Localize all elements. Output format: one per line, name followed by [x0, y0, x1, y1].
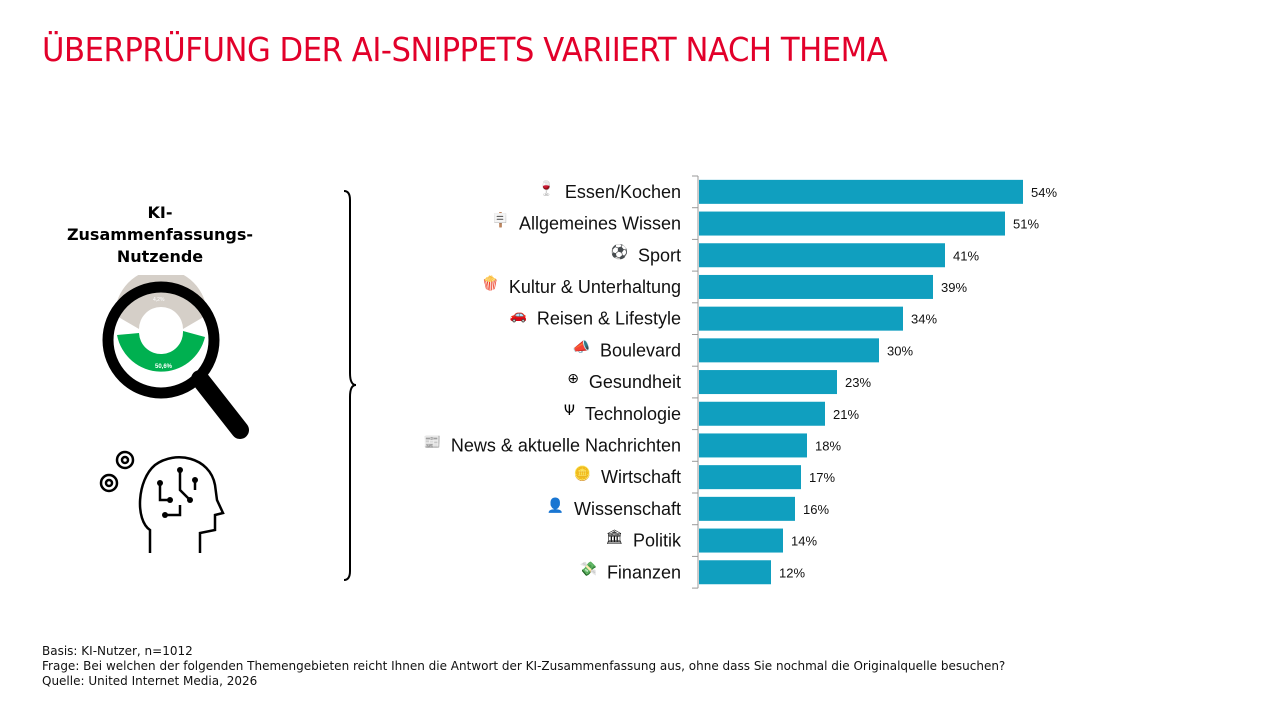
bar — [699, 306, 903, 331]
footer: Basis: KI-Nutzer, n=1012 Frage: Bei welc… — [42, 644, 1005, 689]
category-label: Wissenschaft — [574, 499, 681, 519]
bar — [699, 401, 825, 426]
data-label: 14% — [791, 534, 817, 549]
ai-head-gears-icon — [99, 450, 225, 553]
bar — [699, 465, 801, 490]
category-label: Wirtschaft — [601, 467, 681, 487]
category-label: Sport — [638, 245, 681, 265]
bar — [699, 370, 837, 395]
data-label: 12% — [779, 565, 805, 580]
money-icon: 💸 — [580, 560, 597, 577]
bar — [699, 496, 795, 521]
bar — [699, 338, 879, 363]
category-label: Essen/Kochen — [565, 182, 681, 202]
category-label: Finanzen — [607, 562, 681, 582]
newspaper-icon: 📰 — [423, 434, 440, 450]
data-label: 34% — [911, 312, 937, 327]
brace-icon — [343, 190, 357, 581]
head-icon: 👤 — [547, 497, 564, 514]
data-label: 21% — [833, 407, 859, 422]
bar — [699, 433, 807, 458]
category-label: Politik — [633, 531, 682, 551]
coins-icon: 🪙 — [574, 465, 591, 482]
donut-green-segment — [117, 331, 205, 372]
ki-users-label: KI- Zusammenfassungs- Nutzende — [66, 203, 254, 266]
category-label: News & aktuelle Nachrichten — [451, 435, 681, 455]
category-label: Technologie — [585, 404, 681, 424]
footer-question: Frage: Bei welchen der folgenden Themeng… — [42, 659, 1006, 673]
data-label: 30% — [887, 343, 913, 358]
magnifier-handle-icon — [191, 370, 249, 439]
donut-label-main: 50,6% — [155, 364, 173, 370]
footer-basis: Basis: KI-Nutzer, n=1012 — [42, 644, 193, 658]
data-label: 17% — [809, 470, 835, 485]
page-title: ÜBERPRÜFUNG DER AI-SNIPPETS VARIIERT NAC… — [42, 30, 888, 69]
megaphone-icon: 📣 — [573, 338, 591, 355]
car-icon: 🚗 — [509, 308, 526, 324]
donut-label-small: 4,2% — [153, 297, 165, 303]
data-label: 16% — [803, 502, 829, 517]
footer-source: Quelle: United Internet Media, 2026 — [42, 674, 258, 688]
bar — [699, 243, 945, 268]
category-label: Reisen & Lifestyle — [537, 309, 681, 329]
category-label: Gesundheit — [589, 372, 681, 392]
food-icon: 🍷 — [537, 180, 554, 197]
soccer-ball-icon: ⚽ — [610, 243, 628, 260]
category-label: Boulevard — [600, 340, 681, 360]
government-building-icon: 🏛 — [605, 529, 623, 546]
data-label: 23% — [845, 375, 871, 390]
medical-cross-icon: ⊕ — [567, 371, 579, 387]
usb-icon: Ψ — [564, 403, 575, 419]
data-label: 18% — [815, 438, 841, 453]
bar — [699, 560, 771, 585]
data-label: 54% — [1031, 185, 1057, 200]
category-label: Allgemeines Wissen — [519, 214, 681, 234]
category-label: Kultur & Unterhaltung — [509, 277, 681, 297]
magnifier-donut-illustration: 50,6% 4,2% — [102, 275, 249, 439]
popcorn-icon: 🍿 — [481, 275, 498, 292]
knowledge-icon: 🪧 — [492, 212, 509, 229]
bar — [699, 211, 1005, 236]
data-label: 39% — [941, 280, 967, 295]
bar — [699, 179, 1023, 204]
bar — [699, 274, 933, 299]
data-label: 41% — [953, 248, 979, 263]
bar — [699, 528, 783, 553]
data-label: 51% — [1013, 217, 1039, 232]
